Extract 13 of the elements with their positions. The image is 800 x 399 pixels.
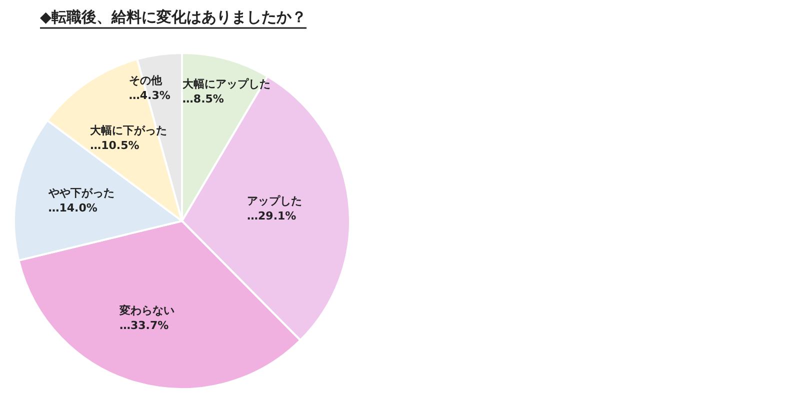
data-label: …10.5% (90, 138, 140, 152)
slice-label: 変わらない (118, 304, 175, 317)
slice-label: 大幅にアップした (182, 77, 270, 90)
chart-title: ◆転職後、給料に変化はありましたか？ (40, 8, 307, 26)
data-label: …14.0% (48, 202, 98, 215)
data-label: …4.3% (128, 88, 170, 102)
slice-label: 大幅に下がった (90, 124, 168, 137)
data-label: …8.5% (182, 92, 224, 106)
data-label: …29.1% (247, 210, 296, 223)
slice-label: やや下がった (47, 186, 114, 200)
slice-label: アップした (247, 194, 302, 208)
data-label: …33.7% (120, 318, 169, 332)
slice-label: その他 (128, 74, 163, 87)
